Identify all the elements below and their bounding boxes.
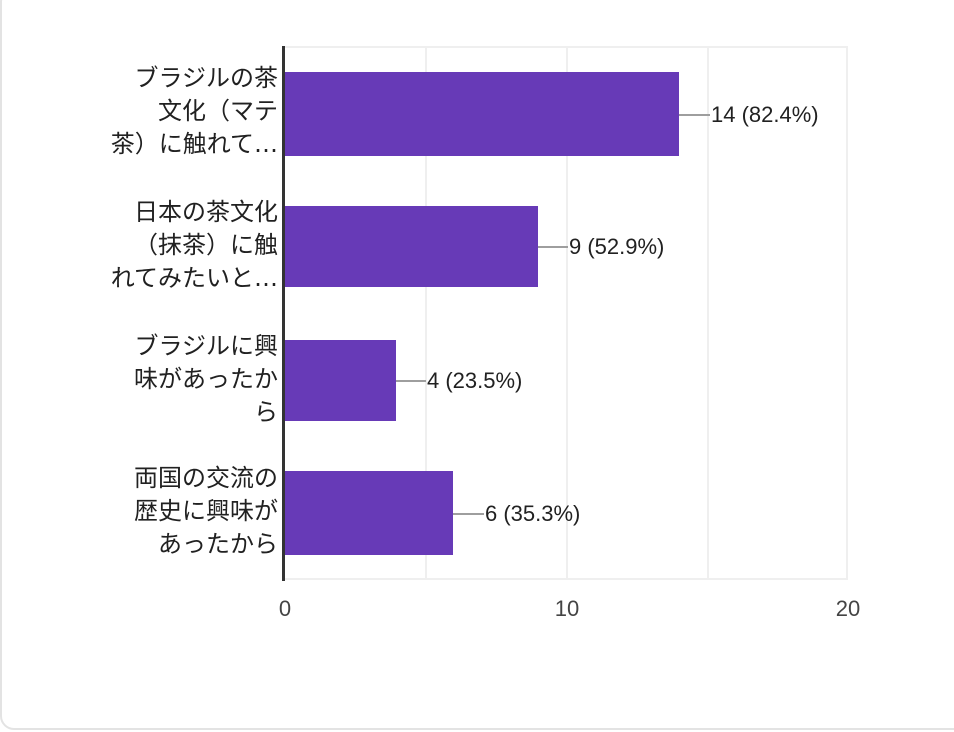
- category-label-line: ら: [254, 398, 278, 426]
- data-label-connector: [453, 513, 484, 515]
- data-label-3: 4 (23.5%): [427, 368, 523, 393]
- x-tick-10: 10: [554, 596, 580, 621]
- data-label-1: 14 (82.4%): [711, 102, 819, 127]
- category-label-2: 日本の茶文化 （抹茶）に触 れてみたいと…: [98, 196, 278, 295]
- bar-4[interactable]: [285, 471, 453, 555]
- category-label-4: 両国の交流の 歴史に興味が あったから: [98, 462, 278, 561]
- category-label-1: ブラジルの茶 文化（マテ 茶）に触れて…: [98, 62, 278, 161]
- category-label-3: ブラジルに興 味があったか ら: [98, 330, 278, 429]
- category-label-line: 茶）に触れて…: [110, 130, 278, 158]
- bar-2[interactable]: [285, 206, 538, 287]
- category-label-line: 文化（マテ: [158, 97, 278, 125]
- category-label-line: ブラジルの茶: [134, 64, 278, 92]
- gridline-5: [425, 46, 427, 580]
- category-label-line: れてみたいと…: [110, 264, 278, 292]
- y-axis-line: [282, 46, 285, 581]
- data-label-connector: [538, 246, 568, 248]
- x-tick-20: 20: [835, 596, 861, 621]
- category-label-line: 両国の交流の: [134, 464, 278, 492]
- gridline-10: [566, 46, 568, 580]
- x-tick-0: 0: [278, 596, 292, 621]
- data-label-4: 6 (35.3%): [485, 501, 581, 526]
- category-label-line: 歴史に興味が: [134, 497, 278, 525]
- category-label-line: （抹茶）に触: [134, 231, 278, 259]
- category-label-line: 味があったか: [134, 365, 278, 393]
- category-label-line: あったから: [158, 530, 278, 558]
- data-label-connector: [396, 380, 426, 382]
- gridline-15: [707, 46, 709, 580]
- category-label-line: 日本の茶文化: [134, 198, 278, 226]
- category-label-line: ブラジルに興: [134, 332, 278, 360]
- data-label-connector: [679, 114, 710, 116]
- data-label-2: 9 (52.9%): [569, 234, 665, 259]
- bar-1[interactable]: [285, 72, 679, 156]
- bar-3[interactable]: [285, 340, 396, 421]
